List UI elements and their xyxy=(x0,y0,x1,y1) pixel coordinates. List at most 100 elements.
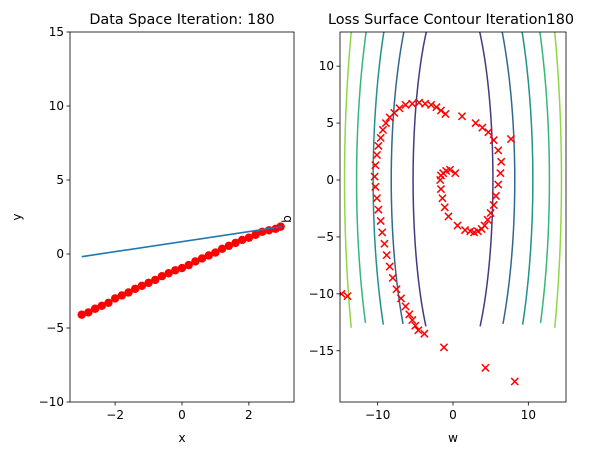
left-plot-ylabel: y xyxy=(10,213,24,220)
parameter-marker xyxy=(491,191,501,201)
parameter-marker xyxy=(478,123,487,132)
parameter-marker xyxy=(408,99,417,108)
parameter-marker xyxy=(396,294,406,303)
left-plot-area xyxy=(70,32,294,402)
parameter-marker xyxy=(438,194,447,203)
data-point xyxy=(137,281,147,291)
data-point xyxy=(217,244,227,254)
parameter-marker xyxy=(374,205,383,214)
data-point xyxy=(251,230,260,239)
right-plot-xlabel: w xyxy=(448,431,458,445)
data-point xyxy=(231,238,240,248)
left-plot-marks xyxy=(77,222,285,319)
data-point xyxy=(90,304,100,313)
left-plot-ytick-label: −5 xyxy=(46,321,64,335)
data-point xyxy=(157,272,167,281)
data-point xyxy=(124,288,133,297)
parameter-marker xyxy=(506,134,516,144)
data-point xyxy=(130,284,140,293)
parameter-marker xyxy=(408,315,417,325)
data-point xyxy=(244,233,254,242)
contour-level-5 xyxy=(343,32,563,328)
left-plot-ticks: −2 0 2 −10 −5 0 5 10 15 xyxy=(39,25,253,422)
parameter-marker xyxy=(445,165,455,174)
parameter-marker xyxy=(378,228,387,237)
data-point xyxy=(237,235,247,245)
parameter-marker xyxy=(477,224,486,234)
data-point xyxy=(164,269,173,278)
left-plot-title: Data Space Iteration: 180 xyxy=(89,12,274,28)
contour-lines xyxy=(343,32,563,328)
right-plot-ticks: −10 0 10 −15 −10 −5 0 5 10 xyxy=(309,59,536,422)
parameter-marker xyxy=(481,363,490,372)
right-plot-ytick-label: 0 xyxy=(326,173,334,187)
data-point xyxy=(204,251,213,260)
parameter-marker xyxy=(496,169,505,178)
parameter-marker xyxy=(510,377,519,386)
contour-level-3 xyxy=(372,32,534,325)
parameter-marker xyxy=(484,128,493,137)
parameter-marker xyxy=(381,118,391,128)
left-plot-xtick-label: 2 xyxy=(245,408,253,422)
parameter-marker xyxy=(392,285,401,294)
data-point xyxy=(77,310,86,319)
left-plot-ytick-label: 15 xyxy=(49,25,64,39)
left-plot-ytick-label: 10 xyxy=(49,99,64,113)
parameter-marker xyxy=(376,216,385,226)
parameter-path-marks xyxy=(340,98,519,386)
parameter-marker xyxy=(420,329,429,338)
left-plot-xtick-label: 0 xyxy=(178,408,186,422)
parameter-marker xyxy=(382,251,391,260)
parameter-marker xyxy=(457,112,467,121)
data-point xyxy=(211,248,220,257)
parameter-marker xyxy=(436,184,446,194)
right-plot-title: Loss Surface Contour Iteration180 xyxy=(328,12,574,28)
parameter-marker xyxy=(343,291,352,301)
parameter-marker xyxy=(414,326,423,335)
data-space-plot: −2 0 2 −10 −5 0 5 10 15 Data Space Iteration: 18… xyxy=(10,12,295,445)
parameter-marker xyxy=(388,273,397,283)
data-point xyxy=(84,308,93,317)
parameter-marker xyxy=(494,180,503,189)
parameter-marker xyxy=(372,194,382,203)
fit-line xyxy=(81,225,283,258)
parameter-marker xyxy=(401,100,410,109)
parameter-marker xyxy=(439,343,449,352)
data-point xyxy=(97,301,106,310)
right-plot-ytick-label: 5 xyxy=(326,116,334,130)
data-point xyxy=(151,275,160,285)
parameter-marker xyxy=(494,146,503,155)
parameter-marker xyxy=(453,221,462,230)
left-plot-ytick-label: 0 xyxy=(56,247,64,261)
parameter-marker xyxy=(378,125,388,135)
data-point xyxy=(117,291,127,300)
left-plot-xtick-label: −2 xyxy=(106,408,124,422)
parameter-marker xyxy=(497,157,506,166)
left-plot-ytick-label: −10 xyxy=(39,395,64,409)
parameter-marker xyxy=(411,321,420,330)
data-point xyxy=(224,241,234,251)
parameter-marker xyxy=(371,161,380,170)
parameter-marker xyxy=(432,103,441,112)
parameter-marker xyxy=(460,225,470,235)
parameter-marker xyxy=(440,203,449,212)
parameter-marker xyxy=(370,172,379,181)
parameter-marker xyxy=(395,104,404,113)
data-point xyxy=(104,298,113,308)
parameter-marker xyxy=(427,100,436,109)
data-point xyxy=(110,294,120,303)
contour-level-1 xyxy=(412,32,494,327)
right-plot-ytick-label: 10 xyxy=(319,59,334,73)
parameter-marker xyxy=(405,310,414,319)
parameter-marker xyxy=(372,150,382,160)
data-point xyxy=(144,278,153,288)
parameter-marker xyxy=(483,215,492,224)
parameter-marker xyxy=(374,141,383,150)
left-plot-xlabel: x xyxy=(178,431,185,445)
contour-level-4 xyxy=(355,32,551,324)
parameter-marker xyxy=(451,169,460,178)
left-plot-ytick-label: 5 xyxy=(56,173,64,187)
right-plot-xtick-label: 10 xyxy=(521,408,536,422)
